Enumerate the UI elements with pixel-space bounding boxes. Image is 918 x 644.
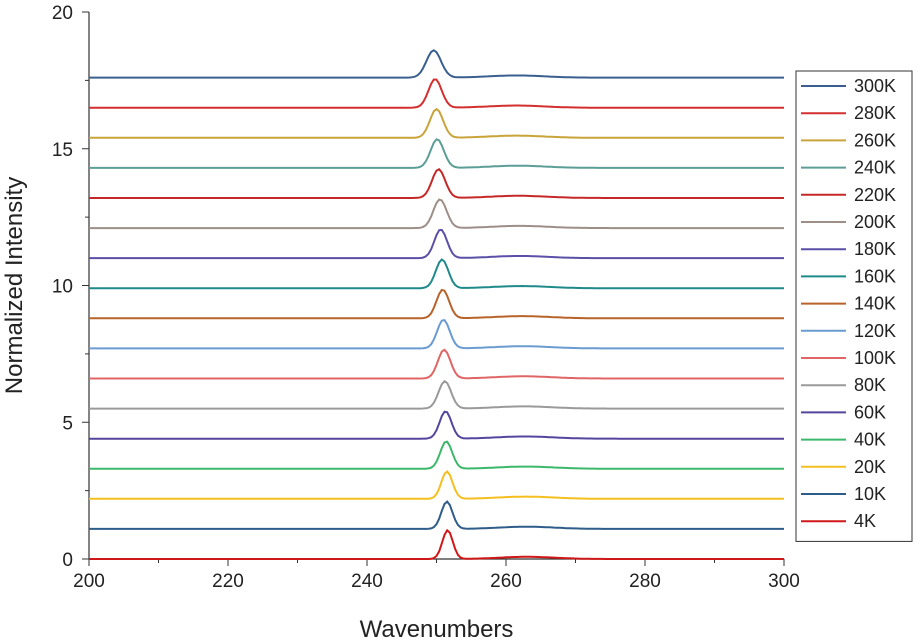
series-line-40K bbox=[89, 440, 784, 470]
series-line-280K bbox=[89, 78, 784, 109]
legend-label: 60K bbox=[854, 402, 886, 422]
x-tick-label: 200 bbox=[73, 571, 105, 592]
x-tick-label: 220 bbox=[212, 571, 244, 592]
x-axis-title: Wavenumbers bbox=[360, 616, 514, 643]
y-tick-label: 20 bbox=[52, 3, 73, 24]
x-tick-label: 260 bbox=[490, 571, 522, 592]
legend-label: 140K bbox=[854, 294, 896, 314]
series-line-20K bbox=[89, 470, 784, 500]
legend-label: 20K bbox=[854, 457, 886, 477]
x-tick-label: 300 bbox=[768, 571, 800, 592]
series-line-200K bbox=[89, 198, 784, 230]
legend-label: 4K bbox=[854, 511, 876, 531]
series-line-60K bbox=[89, 410, 784, 440]
legend-label: 220K bbox=[854, 185, 896, 205]
series-line-260K bbox=[89, 107, 784, 139]
axes: 200 220 240 260 280 300 0 5 10 15 20 bbox=[52, 3, 800, 592]
legend-label: 280K bbox=[854, 103, 896, 123]
legend-label: 100K bbox=[854, 348, 896, 368]
legend-label: 80K bbox=[854, 375, 886, 395]
series-line-160K bbox=[89, 258, 784, 290]
legend-label: 200K bbox=[854, 212, 896, 232]
legend-label: 160K bbox=[854, 266, 896, 286]
series-line-100K bbox=[89, 348, 784, 380]
y-axis-title: Normalized Intensity bbox=[1, 177, 28, 394]
legend-label: 260K bbox=[854, 130, 896, 150]
legend-label: 300K bbox=[854, 76, 896, 96]
series-line-120K bbox=[89, 318, 784, 350]
x-tick-label: 240 bbox=[351, 571, 383, 592]
legend-box bbox=[795, 70, 913, 542]
series-line-240K bbox=[89, 138, 784, 169]
legend-label: 10K bbox=[854, 484, 886, 504]
legend-label: 120K bbox=[854, 321, 896, 341]
legend-label: 180K bbox=[854, 239, 896, 259]
y-tick-label: 0 bbox=[62, 550, 73, 571]
legend-label: 240K bbox=[854, 158, 896, 178]
series-line-140K bbox=[89, 288, 784, 320]
series-line-4K bbox=[89, 528, 784, 560]
x-tick-label: 280 bbox=[629, 571, 661, 592]
series-line-10K bbox=[89, 500, 784, 530]
series-line-300K bbox=[89, 49, 784, 79]
y-tick-label: 10 bbox=[52, 277, 73, 298]
series-line-180K bbox=[89, 228, 784, 260]
series-line-220K bbox=[89, 168, 784, 199]
legend-label: 40K bbox=[854, 430, 886, 450]
series-line-80K bbox=[89, 379, 784, 410]
y-tick-label: 5 bbox=[62, 413, 73, 434]
legend: 300K 280K 260K 240K 220K 200K 180K 160K 140K 120K… bbox=[795, 70, 913, 542]
y-tick-label: 15 bbox=[52, 140, 73, 161]
series-layer bbox=[89, 49, 784, 560]
